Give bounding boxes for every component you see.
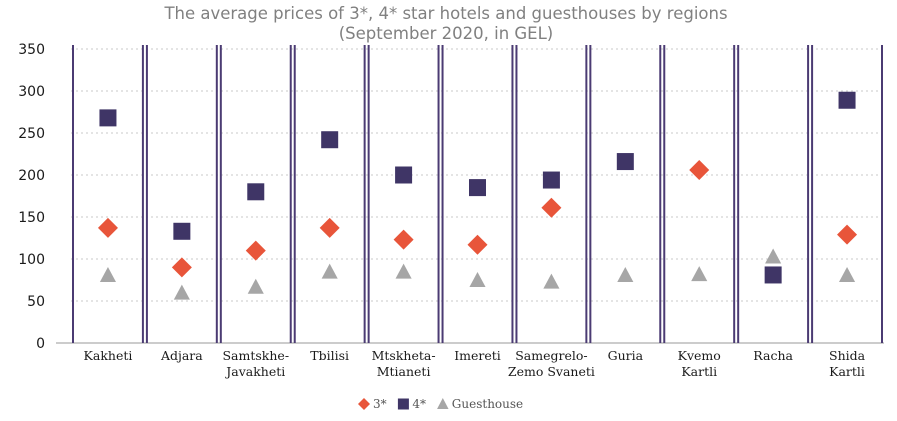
x-tick-label: Shida Kartli — [829, 348, 866, 379]
x-tick-label-line: Samtskhe- — [222, 348, 289, 363]
legend-label: 4* — [412, 397, 426, 411]
marker-square — [542, 171, 560, 189]
legend-marker-square — [397, 398, 409, 410]
marker-square — [247, 183, 265, 201]
marker-diamond — [689, 159, 710, 180]
x-tick-label-line: Kartli — [829, 364, 865, 379]
marker-diamond — [467, 234, 488, 255]
marker-triangle — [321, 263, 338, 279]
marker-square — [838, 91, 856, 109]
marker-triangle — [99, 266, 117, 282]
marker-diamond — [393, 229, 414, 250]
marker-triangle — [838, 266, 856, 282]
x-tick-label-line: Javakheti — [224, 364, 285, 379]
x-tick-label-line: Racha — [753, 348, 793, 363]
marker-diamond — [837, 224, 858, 245]
x-tick-label-line: Imereti — [454, 348, 501, 363]
x-tick-label-line: Mtskheta- — [372, 348, 436, 363]
marker-square — [764, 266, 782, 284]
chart-title: The average prices of 3*, 4* star hotels… — [163, 4, 727, 23]
x-tick-label: Tbilisi — [310, 348, 349, 363]
marker-square — [173, 222, 191, 240]
marker-triangle — [765, 248, 782, 264]
x-tick-label: Kvemo Kartli — [678, 348, 721, 379]
x-tick-label: Imereti — [454, 348, 501, 363]
x-tick-label-line: Zemo Svaneti — [508, 364, 595, 379]
x-tick-label-line: Tbilisi — [310, 348, 349, 363]
y-tick-label: 100 — [18, 252, 45, 268]
marker-square — [469, 179, 486, 197]
x-tick-label-line: Guria — [608, 348, 644, 363]
marker-square — [99, 109, 117, 127]
gridlines — [56, 48, 884, 344]
category-separators — [72, 45, 883, 343]
marker-triangle — [543, 273, 560, 289]
legend: 3* 4* Guesthouse — [358, 397, 523, 411]
marker-square — [395, 166, 413, 184]
x-tick-label: Samegrelo-Zemo Svaneti — [508, 348, 595, 379]
marker-triangle — [469, 272, 486, 287]
marker-triangle — [395, 263, 412, 279]
y-tick-label: 150 — [18, 210, 45, 226]
marker-diamond — [541, 197, 562, 218]
x-tick-label: Adjara — [160, 348, 203, 363]
x-tick-label: Racha — [753, 348, 793, 363]
marker-diamond — [171, 257, 192, 278]
y-tick-label: 300 — [18, 84, 45, 100]
y-tick-label: 350 — [18, 42, 45, 58]
y-tick-label: 250 — [18, 126, 45, 142]
x-tick-label-line: Mtianeti — [377, 364, 431, 379]
marker-diamond — [97, 217, 118, 238]
x-tick-label: Guria — [608, 348, 644, 363]
x-tick-label: Kakheti — [84, 348, 133, 363]
x-tick-label-line: Shida — [829, 348, 866, 363]
y-tick-label: 200 — [18, 168, 45, 184]
x-tick-label-line: Samegrelo- — [515, 348, 587, 363]
marker-triangle — [247, 278, 264, 294]
y-tick-label: 50 — [27, 294, 45, 310]
x-tick-label: Samtskhe-Javakheti — [222, 348, 289, 379]
marker-triangle — [691, 266, 708, 282]
marker-diamond — [245, 240, 266, 261]
legend-label: Guesthouse — [452, 397, 523, 411]
data-markers — [97, 91, 858, 300]
legend-label: 3* — [373, 397, 387, 411]
x-tick-label-line: Kartli — [681, 364, 717, 379]
legend-marker-diamond — [358, 398, 370, 410]
y-axis-ticks: 0 50 100 150 200 250 300 350 — [18, 42, 45, 352]
marker-triangle — [173, 284, 190, 300]
y-tick-label: 0 — [36, 336, 45, 352]
marker-square — [616, 153, 634, 171]
x-tick-label-line: Kakheti — [84, 348, 133, 363]
x-tick-label-line: Kvemo — [678, 348, 721, 363]
x-tick-label: Mtskheta-Mtianeti — [372, 348, 436, 379]
marker-diamond — [319, 217, 340, 238]
marker-triangle — [617, 266, 634, 282]
x-tick-label-line: Adjara — [160, 348, 203, 363]
x-axis-ticks: Kakheti Adjara Samtskhe-Javakheti Tbilisi Mt… — [84, 348, 866, 379]
marker-square — [321, 131, 339, 149]
chart-subtitle: (September 2020, in GEL) — [339, 24, 554, 43]
legend-marker-triangle — [437, 398, 449, 409]
